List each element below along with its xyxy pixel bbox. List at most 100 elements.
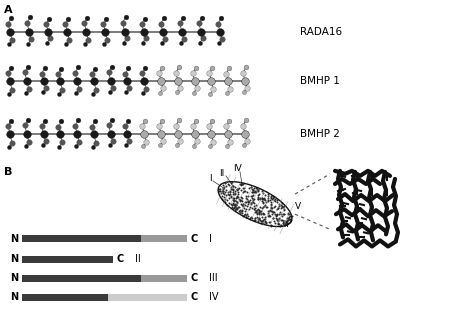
Point (261, 212, 268, 217)
Point (238, 181, 246, 186)
Point (264, 198, 272, 203)
Point (218, 193, 226, 198)
Point (226, 190, 233, 195)
Point (233, 200, 241, 205)
Point (232, 199, 240, 204)
Point (218, 196, 226, 201)
Bar (22, 235, 141, 243)
Point (247, 214, 255, 219)
Point (231, 204, 238, 209)
Point (227, 201, 235, 206)
Point (277, 211, 285, 216)
Point (258, 188, 266, 193)
Text: C: C (191, 292, 198, 302)
Point (269, 215, 276, 220)
Point (267, 203, 275, 208)
Point (245, 198, 252, 203)
Point (280, 203, 288, 209)
Point (235, 205, 242, 210)
Point (230, 198, 237, 203)
Point (254, 188, 261, 193)
Point (230, 202, 237, 207)
Point (226, 192, 234, 197)
Point (273, 213, 280, 218)
Point (259, 215, 266, 220)
Point (281, 207, 288, 212)
Point (231, 205, 239, 210)
Bar (141, 275, 187, 282)
Point (243, 190, 251, 195)
Text: N: N (10, 234, 18, 244)
Point (248, 194, 256, 199)
Point (259, 211, 266, 216)
Point (273, 198, 281, 203)
Point (268, 209, 275, 214)
Point (250, 186, 257, 191)
Point (226, 193, 233, 198)
Text: II: II (219, 169, 225, 178)
Point (264, 214, 272, 219)
Point (258, 197, 266, 202)
Point (230, 205, 237, 210)
Point (246, 197, 254, 202)
Point (257, 209, 265, 214)
Point (267, 202, 275, 207)
Point (236, 199, 244, 204)
Point (286, 220, 293, 225)
Text: BMHP 2: BMHP 2 (300, 129, 340, 139)
Point (280, 221, 288, 226)
Point (275, 216, 283, 221)
Point (264, 196, 272, 201)
Point (255, 196, 262, 201)
Point (229, 183, 237, 188)
Point (223, 193, 230, 198)
Point (282, 220, 290, 225)
Point (255, 192, 263, 197)
Point (262, 216, 269, 221)
Point (229, 186, 237, 192)
Point (220, 184, 228, 189)
Point (274, 218, 282, 223)
Text: IV: IV (209, 292, 219, 302)
Point (258, 196, 265, 201)
Point (284, 211, 292, 216)
Point (220, 194, 228, 199)
Point (276, 210, 283, 215)
Point (230, 198, 238, 203)
Point (247, 184, 255, 189)
Point (271, 204, 278, 209)
Text: III: III (209, 273, 218, 283)
Point (269, 209, 276, 214)
Point (241, 205, 248, 210)
Point (255, 211, 262, 216)
Point (227, 181, 235, 186)
Bar (108, 294, 187, 301)
Point (253, 212, 261, 217)
Point (278, 204, 285, 209)
Text: N: N (10, 292, 18, 302)
Point (229, 188, 237, 193)
Point (278, 214, 285, 219)
Point (262, 205, 270, 210)
Point (254, 197, 262, 202)
Point (221, 200, 228, 205)
Point (269, 215, 276, 220)
Point (253, 210, 261, 215)
Text: C: C (191, 273, 198, 283)
Point (253, 209, 260, 215)
Point (253, 185, 261, 190)
Point (215, 188, 222, 193)
Point (225, 196, 233, 201)
Point (276, 217, 283, 222)
Point (237, 210, 244, 215)
Point (254, 187, 262, 192)
Point (264, 191, 272, 196)
Point (219, 182, 227, 187)
Bar (22, 275, 141, 282)
Point (237, 209, 245, 214)
Point (267, 199, 274, 204)
Point (244, 200, 252, 205)
Point (232, 203, 240, 208)
Point (235, 190, 242, 195)
Point (288, 213, 295, 218)
